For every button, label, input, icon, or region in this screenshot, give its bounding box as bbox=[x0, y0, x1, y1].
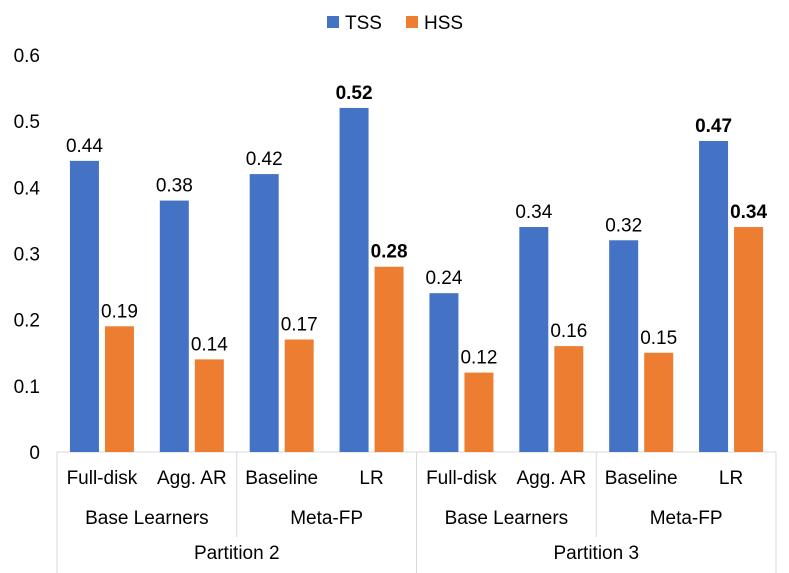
y-tick-label: 0.2 bbox=[14, 311, 40, 332]
y-tick-label: 0 bbox=[29, 443, 40, 464]
x-category-label: Full-disk bbox=[426, 468, 497, 489]
data-label-tss: 0.34 bbox=[515, 202, 552, 223]
legend-swatch-tss bbox=[327, 16, 339, 28]
y-tick-label: 0.6 bbox=[14, 46, 40, 67]
bar-tss bbox=[339, 107, 369, 452]
bar-hss bbox=[464, 372, 494, 452]
bar-hss bbox=[374, 266, 404, 452]
data-label-tss: 0.44 bbox=[66, 136, 103, 157]
x-group-label: Meta-FP bbox=[290, 508, 363, 529]
x-category-label: Agg. AR bbox=[157, 468, 227, 489]
data-label-tss: 0.42 bbox=[246, 149, 283, 170]
x-group-label: Base Learners bbox=[85, 508, 209, 529]
x-partition-label: Partition 3 bbox=[553, 543, 639, 564]
bar-hss bbox=[194, 359, 224, 452]
data-label-tss: 0.38 bbox=[156, 176, 193, 197]
bar-tss bbox=[429, 293, 459, 452]
x-category-label: Agg. AR bbox=[516, 468, 586, 489]
bar-tss bbox=[519, 227, 549, 452]
legend-swatch-hss bbox=[406, 16, 418, 28]
bar-tss bbox=[609, 240, 639, 452]
data-label-hss: 0.14 bbox=[191, 334, 228, 355]
data-label-hss: 0.15 bbox=[640, 328, 677, 349]
x-category-label: Baseline bbox=[605, 468, 678, 489]
y-tick-label: 0.1 bbox=[14, 377, 40, 398]
bar-tss bbox=[159, 200, 189, 452]
data-label-hss: 0.28 bbox=[371, 242, 408, 263]
x-group-label: Meta-FP bbox=[650, 508, 723, 529]
x-partition-label: Partition 2 bbox=[194, 543, 280, 564]
data-label-hss: 0.12 bbox=[460, 348, 497, 369]
bar-hss bbox=[734, 227, 764, 452]
legend-label-tss: TSS bbox=[345, 13, 382, 34]
x-category-label: LR bbox=[359, 468, 383, 489]
data-label-hss: 0.19 bbox=[101, 301, 138, 322]
y-tick-label: 0.4 bbox=[14, 178, 41, 199]
bar-hss bbox=[644, 352, 674, 452]
bar-tss bbox=[699, 141, 729, 452]
x-category-label: LR bbox=[719, 468, 743, 489]
bar-tss bbox=[249, 174, 279, 452]
x-category-label: Baseline bbox=[245, 468, 318, 489]
y-tick-label: 0.3 bbox=[14, 245, 40, 266]
x-category-label: Full-disk bbox=[67, 468, 138, 489]
legend-label-hss: HSS bbox=[424, 13, 463, 34]
data-label-hss: 0.16 bbox=[550, 321, 587, 342]
y-tick-label: 0.5 bbox=[14, 112, 40, 133]
bar-hss bbox=[284, 339, 314, 452]
data-label-tss: 0.47 bbox=[695, 116, 732, 137]
bar-tss bbox=[69, 160, 99, 452]
bar-hss bbox=[104, 326, 134, 452]
data-label-tss: 0.24 bbox=[425, 268, 462, 289]
bar-hss bbox=[554, 346, 584, 452]
data-label-tss: 0.32 bbox=[605, 215, 642, 236]
data-label-hss: 0.17 bbox=[281, 315, 318, 336]
data-label-hss: 0.34 bbox=[730, 202, 767, 223]
data-label-tss: 0.52 bbox=[336, 83, 373, 104]
x-group-label: Base Learners bbox=[445, 508, 569, 529]
